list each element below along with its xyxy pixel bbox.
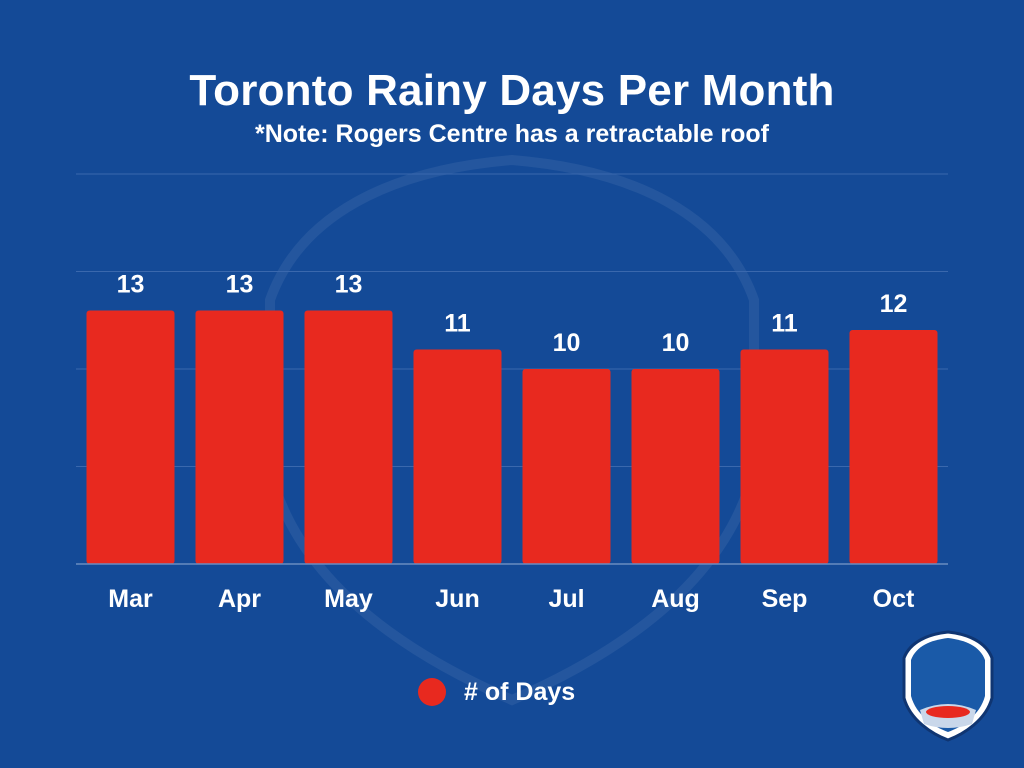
- data-label: 13: [226, 271, 254, 299]
- data-label: 11: [444, 310, 471, 338]
- legend-label: # of Days: [464, 677, 576, 706]
- x-tick-label: Mar: [108, 585, 153, 613]
- chart-title: Toronto Rainy Days Per Month: [189, 66, 835, 115]
- bar-may: [304, 310, 393, 564]
- x-tick-label: May: [324, 585, 373, 613]
- x-tick-label: Apr: [218, 585, 261, 613]
- bar-apr: [195, 310, 284, 564]
- bar-oct: [849, 330, 938, 564]
- data-label: 12: [880, 290, 908, 318]
- bar-sep: [740, 349, 829, 564]
- legend: # of Days: [418, 672, 575, 712]
- chart-subtitle: *Note: Rogers Centre has a retractable r…: [254, 120, 770, 148]
- x-tick-label: Aug: [651, 585, 700, 613]
- data-label: 11: [771, 310, 798, 338]
- data-label: 10: [662, 329, 690, 357]
- legend-swatch: [418, 678, 446, 706]
- x-tick-label: Jul: [548, 585, 584, 613]
- bar-mar: [86, 310, 175, 564]
- x-tick-label: Oct: [873, 585, 915, 613]
- data-label: 13: [335, 271, 363, 299]
- data-label: 10: [553, 329, 581, 357]
- x-tick-label: Jun: [435, 585, 479, 613]
- data-label: 13: [117, 271, 145, 299]
- bar-jun: [413, 349, 502, 564]
- x-tick-label: Sep: [762, 585, 808, 613]
- bar-jul: [522, 369, 611, 564]
- stadium-insiders-logo: [902, 630, 994, 742]
- bar-aug: [631, 369, 720, 564]
